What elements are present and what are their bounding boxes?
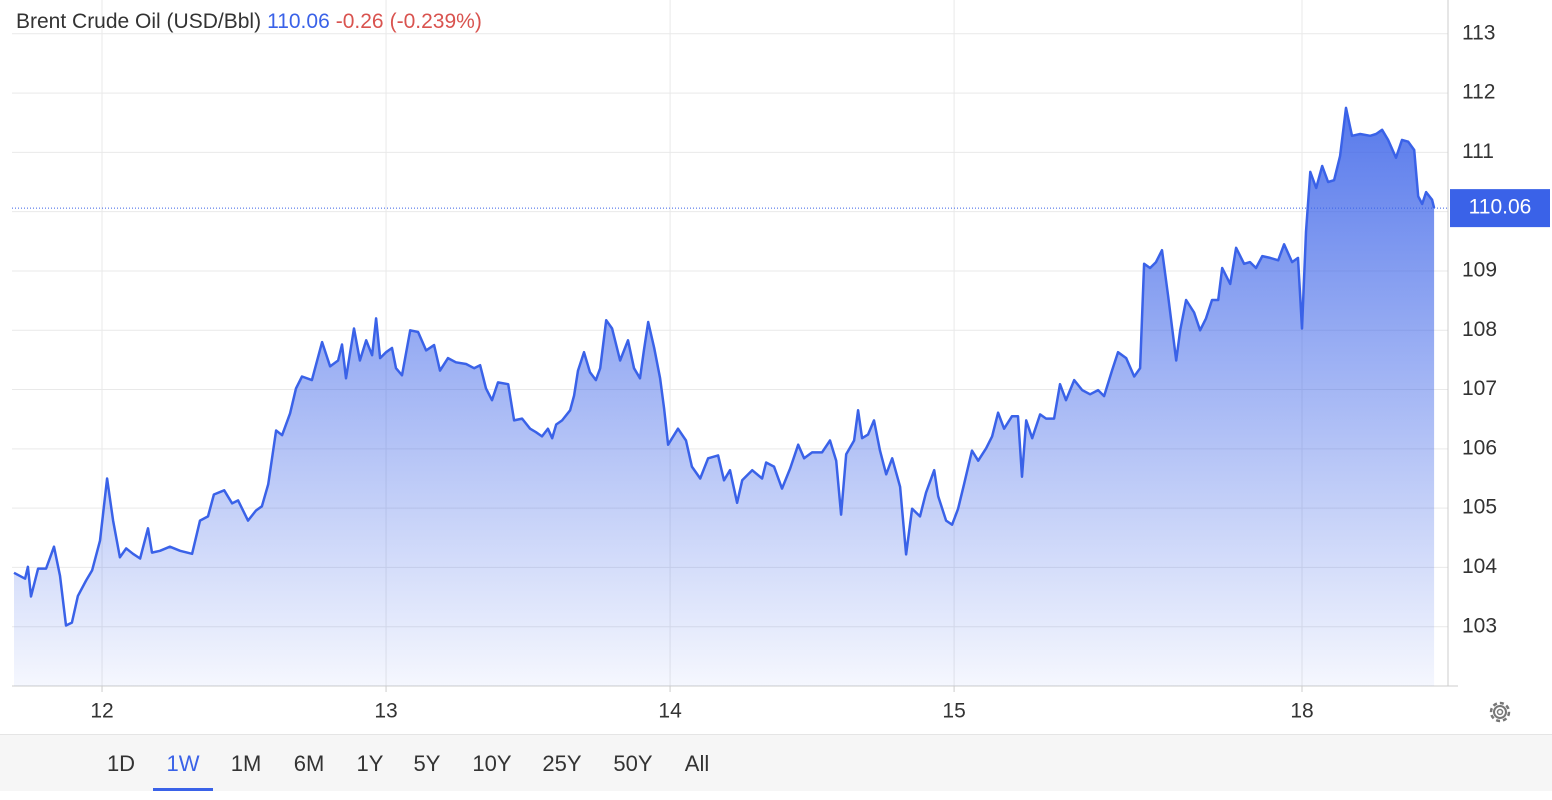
last-price-tag [1450,189,1550,228]
x-tick-label: 12 [90,700,113,723]
price-change: -0.26 [335,10,384,33]
last-price-label: 110.06 [1469,196,1532,219]
x-tick-label: 13 [374,700,397,723]
range-button[interactable]: 50Y [613,751,653,776]
y-tick-label: 108 [1462,318,1497,341]
price-line [13,106,1436,627]
range-button[interactable]: 6M [293,751,325,776]
range-button[interactable]: 1D [106,751,136,776]
x-tick-label: 14 [658,700,682,723]
chart: 1031041051061071081091101111121131213141… [12,0,1550,723]
settings-icon[interactable] [1489,701,1511,723]
range-button[interactable]: All [684,751,710,776]
y-tick-label: 112 [1462,81,1495,104]
x-tick-label: 18 [1290,700,1313,723]
header: Brent Crude Oil (USD/Bbl) 110.06 -0.26 (-0.… [16,10,488,34]
y-tick-label: 107 [1462,377,1497,400]
range-toolbar: 1D 1W 1M 6M 1Y 5Y 10Y 25Y 50Y All [0,734,1552,791]
area-fill [14,107,1435,686]
y-tick-label: 103 [1462,614,1497,637]
range-button[interactable]: 1M [230,751,262,776]
y-tick-label: 106 [1462,436,1497,459]
range-button[interactable]: 10Y [472,751,512,776]
range-button[interactable]: 1Y [356,751,384,776]
y-tick-label: 111 [1462,140,1494,163]
y-tick-label: 105 [1462,496,1497,519]
range-button[interactable]: 5Y [413,751,441,776]
y-tick-label: 113 [1462,21,1495,44]
range-button[interactable]: 25Y [542,751,582,776]
price-change-percent: (-0.239%) [389,10,482,33]
range-button[interactable]: 1W [153,751,213,791]
y-tick-label: 109 [1462,259,1497,282]
y-tick-label: 104 [1462,555,1497,578]
instrument-title: Brent Crude Oil (USD/Bbl) [16,10,262,33]
x-tick-label: 15 [942,700,965,723]
last-price: 110.06 [267,10,330,33]
